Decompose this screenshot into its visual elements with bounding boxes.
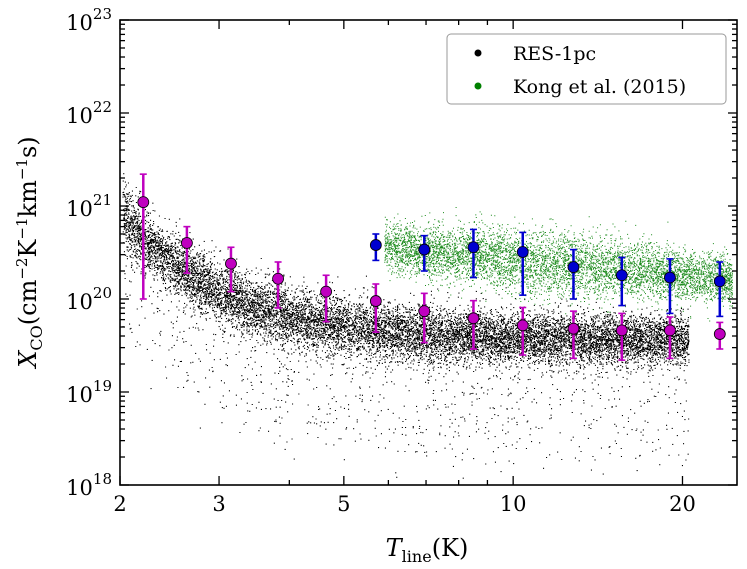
res-1pc-median-series bbox=[137, 173, 726, 361]
median-point bbox=[664, 324, 676, 337]
median-point bbox=[320, 285, 333, 298]
median-point bbox=[664, 271, 676, 284]
median-point bbox=[467, 312, 480, 325]
median-point bbox=[180, 237, 193, 249]
median-point bbox=[225, 257, 237, 270]
y-tick-label: 1020 bbox=[66, 284, 112, 314]
x-tick-label: 3 bbox=[212, 492, 225, 516]
median-point bbox=[567, 261, 580, 274]
median-point bbox=[713, 275, 726, 288]
x-tick-label: 2 bbox=[113, 492, 126, 516]
y-tick-labels: 1018 1019 1020 1021 1022 1023 bbox=[66, 5, 112, 500]
x-tick-label: 20 bbox=[669, 492, 696, 516]
median-point bbox=[418, 305, 431, 318]
median-point bbox=[615, 324, 628, 337]
median-point bbox=[615, 269, 628, 282]
y-tick-label: 1019 bbox=[66, 377, 112, 407]
tick-layer bbox=[119, 19, 737, 486]
median-point bbox=[713, 328, 726, 340]
kong-median-series bbox=[369, 228, 726, 318]
median-point bbox=[567, 322, 580, 335]
y-tick-label: 1023 bbox=[66, 5, 112, 35]
y-tick-label: 1018 bbox=[66, 470, 112, 500]
legend: RES-1pc Kong et al. (2015) bbox=[446, 33, 727, 105]
x-tick-labels: 2 3 5 10 20 bbox=[113, 492, 696, 516]
plot-frame bbox=[119, 19, 738, 486]
kong-2015-points bbox=[384, 207, 733, 322]
median-point bbox=[369, 295, 382, 307]
x-axis-label: Tline(K) bbox=[386, 534, 469, 566]
y-axis-label: XCO(cm−2K−1km−1s) bbox=[13, 136, 46, 369]
y-tick-label: 1021 bbox=[66, 191, 112, 221]
median-point bbox=[467, 241, 480, 254]
legend-label-kong: Kong et al. (2015) bbox=[513, 76, 686, 98]
legend-marker-res-1pc bbox=[474, 49, 482, 57]
y-tick-label: 1022 bbox=[66, 98, 112, 128]
median-point bbox=[516, 246, 529, 258]
legend-label-res-1pc: RES-1pc bbox=[513, 43, 596, 65]
median-point bbox=[516, 319, 529, 332]
x-tick-label: 10 bbox=[500, 492, 527, 516]
median-point bbox=[137, 196, 150, 209]
legend-box bbox=[446, 33, 727, 105]
median-point bbox=[272, 272, 284, 285]
median-point bbox=[418, 243, 431, 256]
legend-marker-kong bbox=[474, 82, 482, 90]
errorbar-layer bbox=[137, 173, 726, 361]
median-point bbox=[369, 239, 382, 251]
x-tick-label: 5 bbox=[337, 492, 350, 516]
